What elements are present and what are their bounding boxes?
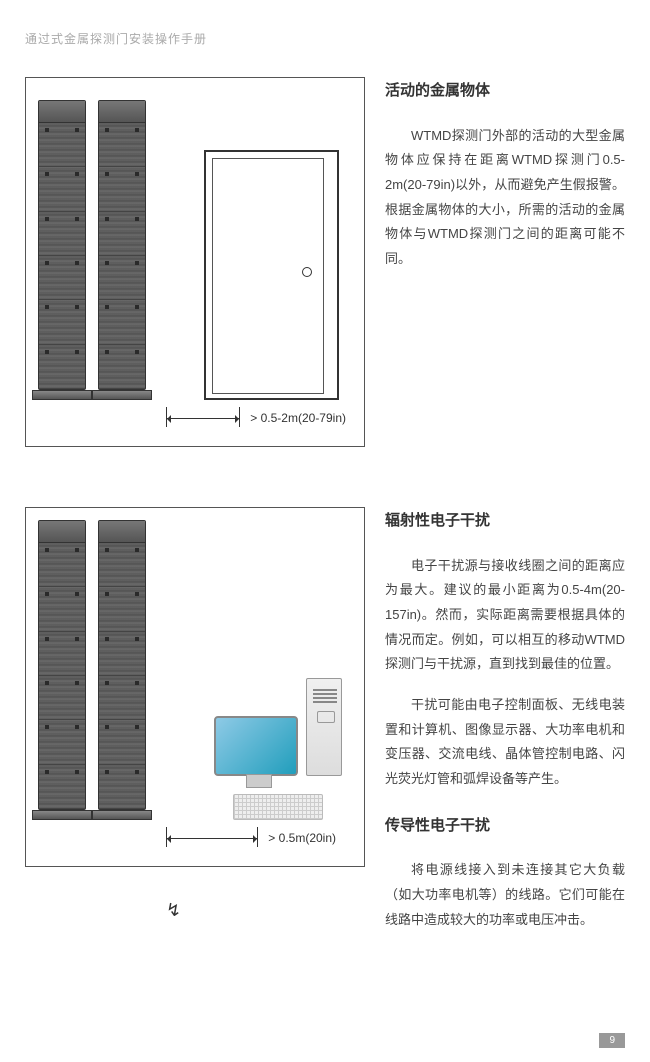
computer-illustration [214, 678, 342, 820]
figure-door-distance: > 0.5-2m(20-79in) [25, 77, 365, 447]
detector-pillar [98, 520, 152, 820]
keyboard-icon [233, 794, 323, 820]
dimension-label: > 0.5m(20in) [268, 831, 336, 845]
paragraph-moving-metal: WTMD探测门外部的活动的大型金属物体应保持在距离WTMD探测门0.5-2m(2… [385, 124, 625, 272]
heading-conducted-interference: 传导性电子干扰 [385, 812, 625, 841]
detector-pillar [38, 100, 92, 400]
pc-tower-icon [306, 678, 342, 776]
heading-radiated-interference: 辐射性电子干扰 [385, 507, 625, 536]
door-illustration [204, 150, 339, 400]
figure-computer-distance: ↯ > 0.5m(20in) [25, 507, 365, 867]
manual-header: 通过式金属探测门安装操作手册 [25, 30, 625, 47]
monitor-icon [214, 716, 298, 776]
door-knob-icon [302, 267, 312, 277]
interference-icon: ↯ [166, 900, 181, 921]
section-moving-metal: > 0.5-2m(20-79in) 活动的金属物体 WTMD探测门外部的活动的大… [25, 77, 625, 447]
paragraph-radiated-2: 干扰可能由电子控制面板、无线电装置和计算机、图像显示器、大功率电机和变压器、交流… [385, 693, 625, 792]
heading-moving-metal: 活动的金属物体 [385, 77, 625, 106]
detector-pillar [98, 100, 152, 400]
dimension-label: > 0.5-2m(20-79in) [250, 411, 346, 425]
page-number: 9 [599, 1033, 625, 1048]
paragraph-radiated-1: 电子干扰源与接收线圈之间的距离应为最大。建议的最小距离为0.5-4m(20-15… [385, 554, 625, 677]
section-electronic-interference: ↯ > 0.5m(20in) 辐射性电子干扰 电子干扰源与接收线圈之间的距离应为… [25, 507, 625, 948]
detector-pillar [38, 520, 92, 820]
paragraph-conducted: 将电源线接入到未连接其它大负载（如大功率电机等）的线路。它们可能在线路中造成较大… [385, 858, 625, 932]
